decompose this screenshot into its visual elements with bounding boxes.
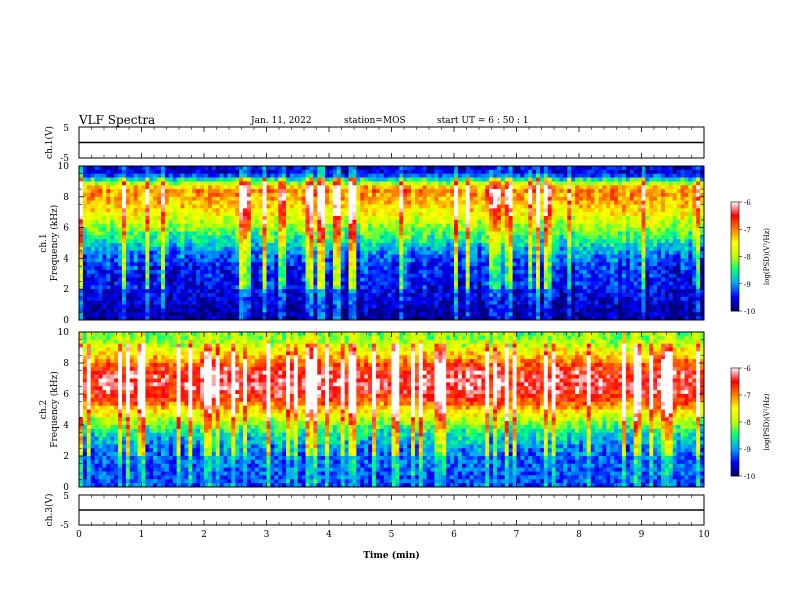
y-tick-label: 2 — [63, 452, 69, 462]
y-tick-label: 8 — [63, 193, 69, 203]
x-tick-label: 7 — [514, 530, 520, 540]
y-tick-label: 4 — [63, 254, 69, 264]
station-label: station=MOS — [344, 116, 406, 126]
y-tick-label: 0 — [63, 483, 69, 493]
x-tick-label: 3 — [264, 530, 270, 540]
x-tick-label: 9 — [639, 530, 645, 540]
y-axis-label: Frequency (kHz) — [49, 205, 60, 282]
y-axis-label: ch.1 — [39, 233, 49, 252]
y-axis-label: ch.1(V) — [44, 126, 55, 159]
colorbar-tick-label: -8 — [744, 254, 751, 262]
x-tick-label: 1 — [139, 530, 145, 540]
y-tick-label: 10 — [58, 162, 70, 172]
ch2-spectrogram-cells — [79, 332, 705, 488]
y-tick-label: 6 — [63, 390, 69, 400]
colorbar-tick-label: -6 — [744, 365, 751, 373]
colorbar-label: log(PSD)(V²/Hz) — [763, 228, 771, 285]
colorbar-tick-label: -7 — [744, 392, 751, 400]
x-tick-label: 2 — [201, 530, 207, 540]
ch1-spectrogram-cells — [79, 166, 705, 321]
x-tick-label: 0 — [76, 530, 82, 540]
date-label: Jan. 11, 2022 — [251, 116, 312, 126]
colorbar-tick-label: -10 — [744, 308, 755, 316]
colorbar-label: log(PSD)(V²/Hz) — [763, 393, 771, 450]
colorbar-tick-label: -8 — [744, 419, 751, 427]
y-axis-label: ch.3(V) — [44, 494, 55, 527]
colorbar-tick-label: -9 — [744, 446, 751, 454]
x-tick-label: 5 — [389, 530, 395, 540]
y-tick-label: 5 — [63, 124, 69, 134]
y-tick-label: 5 — [63, 492, 69, 502]
y-tick-label: 10 — [58, 328, 70, 338]
y-tick-label: -5 — [60, 154, 69, 164]
y-tick-label: 2 — [63, 285, 69, 295]
colorbar-tick-label: -9 — [744, 281, 751, 289]
x-tick-label: 6 — [451, 530, 457, 540]
x-axis-label: Time (min) — [363, 550, 420, 561]
colorbar-tick-label: -6 — [744, 199, 751, 207]
y-axis-label: ch.2 — [39, 400, 49, 419]
y-tick-label: -5 — [60, 521, 69, 531]
y-tick-label: 4 — [63, 421, 69, 431]
colorbar — [731, 202, 739, 312]
y-tick-label: 6 — [63, 224, 69, 234]
x-tick-label: 4 — [326, 530, 332, 540]
start-time-label: start UT = 6 : 50 : 1 — [437, 116, 529, 126]
y-tick-label: 0 — [63, 316, 69, 326]
x-tick-label: 10 — [698, 530, 710, 540]
y-tick-label: 8 — [63, 359, 69, 369]
x-tick-label: 8 — [576, 530, 582, 540]
colorbar-tick-label: -7 — [744, 226, 751, 234]
y-axis-label: Frequency (kHz) — [49, 371, 60, 448]
colorbar — [731, 368, 739, 477]
figure-title: VLF Spectra — [79, 113, 156, 127]
colorbar-tick-label: -10 — [744, 473, 755, 481]
